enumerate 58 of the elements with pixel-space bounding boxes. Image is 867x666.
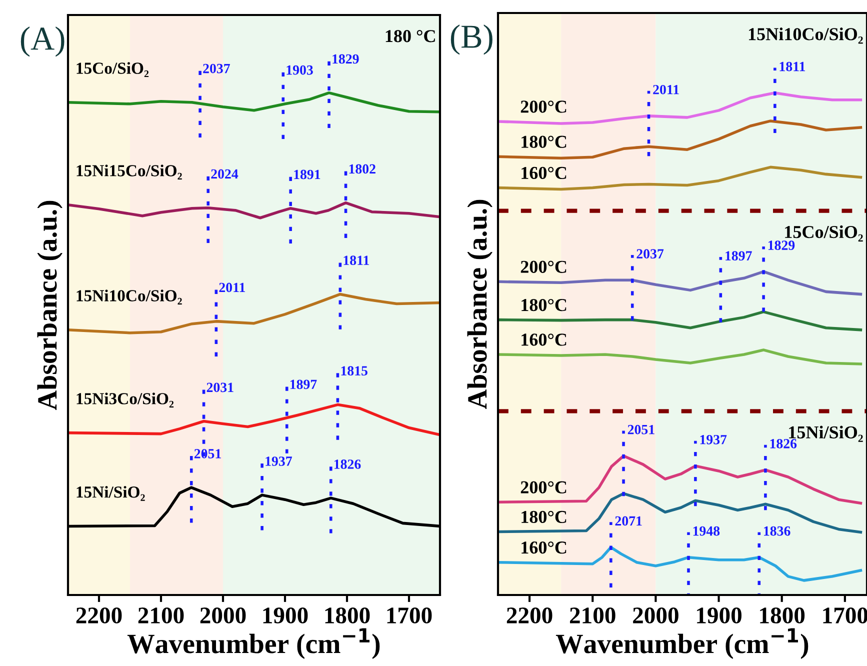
annotation: 2011 xyxy=(653,84,679,94)
series-label: 200°C xyxy=(520,260,566,273)
annotation: 1937 xyxy=(700,434,727,444)
chart-title: (A) xyxy=(20,26,64,57)
annotation: 1948 xyxy=(693,526,720,536)
series-label: 15Ni15Co/SiO₂ xyxy=(76,164,182,180)
annotation: 1937 xyxy=(266,456,292,466)
x-tick-label: 1800 xyxy=(325,607,370,624)
x-tick-label: 1900 xyxy=(697,607,742,624)
chart-title: (B) xyxy=(450,24,492,55)
series-label: 15Ni3Co/SiO₂ xyxy=(76,392,174,408)
x-tick-label: 1700 xyxy=(387,607,432,624)
annotation: 1829 xyxy=(332,54,359,64)
y-axis-title: Absorbance (a.u.) xyxy=(467,200,492,410)
x-tick-label: 2200 xyxy=(76,607,122,624)
x-axis-title: Wavenumber (cm$^{−1}$) xyxy=(556,628,808,659)
annotation: 1811 xyxy=(780,62,805,72)
series-label: 15Ni/SiO₂ xyxy=(76,486,145,501)
x-tick-label: 2200 xyxy=(506,607,552,624)
annotation: 1811 xyxy=(344,256,369,266)
annotation: 1802 xyxy=(349,164,376,174)
x-tick-label: 1800 xyxy=(760,607,805,624)
annotation: 2051 xyxy=(194,449,221,458)
x-tick-label: 2000 xyxy=(633,607,678,624)
annotation: 1897 xyxy=(726,251,752,261)
annotation: 2024 xyxy=(211,169,238,179)
series-label: 15Ni10Co/SiO₂ xyxy=(76,290,182,305)
x-axis-title: Wavenumber (cm$^{−1}$) xyxy=(127,628,380,659)
series-label: 180°C xyxy=(522,510,566,524)
annotation: 2031 xyxy=(206,382,234,392)
annotation: 1815 xyxy=(341,366,368,376)
series-label: 200°C xyxy=(520,100,566,113)
annotation: 2011 xyxy=(219,282,245,292)
x-tick-label: 2100 xyxy=(570,607,616,624)
series-label: 160°C xyxy=(522,166,566,180)
x-tick-label: 1900 xyxy=(263,607,308,624)
annotation: 2037 xyxy=(203,64,230,74)
annotation: 2071 xyxy=(615,516,642,526)
y-axis-title: Absorbance (a.u.) xyxy=(37,200,62,410)
series-label: 200°C xyxy=(520,481,566,494)
annotation: 15Co/SiO₂ xyxy=(785,225,863,242)
annotation: 1891 xyxy=(294,170,320,180)
annotation: 2051 xyxy=(628,424,654,434)
series-label: 180°C xyxy=(522,298,566,312)
x-tick-label: 2000 xyxy=(200,607,246,624)
x-tick-label: 2100 xyxy=(138,607,184,624)
series-label: 160°C xyxy=(522,541,566,554)
text: 180 °C xyxy=(386,30,435,42)
text: 15Ni10Co/SiO₂ xyxy=(748,28,863,44)
series-label: 15Co/SiO₂ xyxy=(76,62,149,78)
series-label: 160°C xyxy=(522,334,566,346)
annotation: 1897 xyxy=(290,380,317,390)
annotation: 1826 xyxy=(334,460,361,469)
series-label: 180°C xyxy=(522,136,566,148)
annotation: 1836 xyxy=(764,526,790,536)
annotation: 1903 xyxy=(286,65,313,75)
annotation: 2037 xyxy=(636,249,664,259)
annotation: 1829 xyxy=(768,240,795,250)
